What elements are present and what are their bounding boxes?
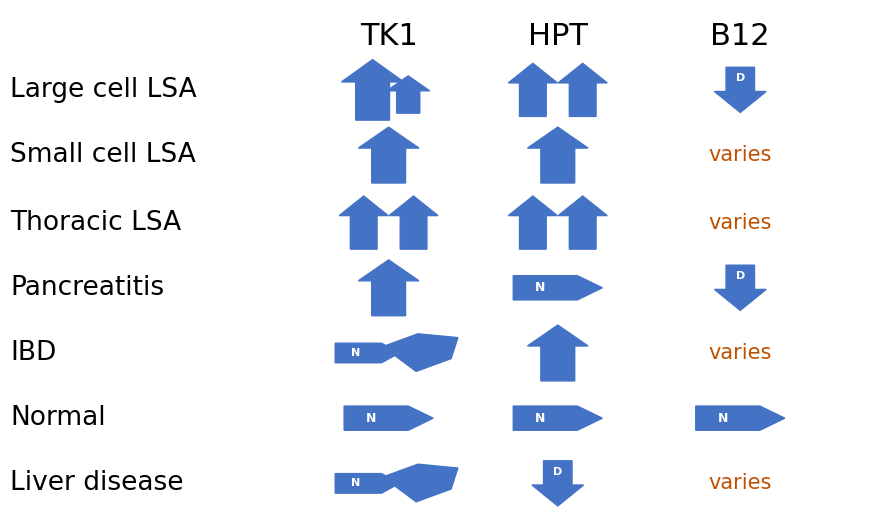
Text: varies: varies (708, 343, 772, 363)
Polygon shape (696, 406, 785, 430)
Text: varies: varies (708, 473, 772, 494)
Polygon shape (513, 276, 602, 300)
Text: TK1: TK1 (360, 22, 418, 51)
Polygon shape (532, 461, 584, 506)
Polygon shape (508, 196, 557, 249)
Polygon shape (383, 464, 458, 502)
Text: N: N (535, 412, 546, 425)
Polygon shape (714, 265, 766, 311)
Polygon shape (358, 260, 419, 316)
Polygon shape (344, 406, 433, 430)
Text: D: D (736, 271, 745, 281)
Text: Pancreatitis: Pancreatitis (11, 275, 164, 301)
Text: Normal: Normal (11, 405, 106, 431)
Text: D: D (736, 73, 745, 83)
Polygon shape (528, 325, 588, 381)
Text: HPT: HPT (528, 22, 588, 51)
Polygon shape (387, 76, 430, 113)
Polygon shape (335, 343, 399, 363)
Text: N: N (352, 478, 361, 488)
Text: D: D (553, 467, 563, 477)
Polygon shape (513, 406, 602, 430)
Text: IBD: IBD (11, 340, 56, 366)
Text: B12: B12 (711, 22, 770, 51)
Text: Thoracic LSA: Thoracic LSA (11, 209, 181, 235)
Text: varies: varies (708, 145, 772, 165)
Polygon shape (358, 127, 419, 183)
Polygon shape (528, 127, 588, 183)
Polygon shape (558, 63, 607, 116)
Polygon shape (714, 67, 766, 113)
Polygon shape (558, 196, 607, 249)
Polygon shape (339, 196, 388, 249)
Polygon shape (389, 196, 438, 249)
Polygon shape (341, 60, 404, 120)
Text: N: N (366, 412, 376, 425)
Text: varies: varies (708, 213, 772, 233)
Polygon shape (335, 473, 399, 493)
Text: Large cell LSA: Large cell LSA (11, 77, 197, 103)
Polygon shape (383, 334, 458, 371)
Text: N: N (535, 281, 546, 294)
Polygon shape (508, 63, 557, 116)
Text: Small cell LSA: Small cell LSA (11, 142, 196, 168)
Text: N: N (352, 348, 361, 358)
Text: N: N (717, 412, 728, 425)
Text: Liver disease: Liver disease (11, 470, 184, 496)
